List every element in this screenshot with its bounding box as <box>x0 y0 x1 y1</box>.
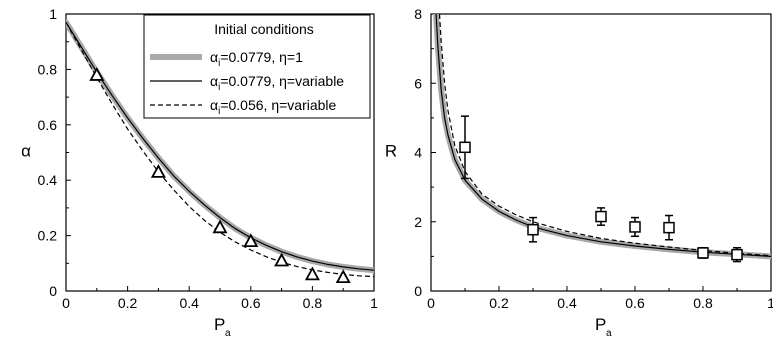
triangle-marker <box>274 252 290 267</box>
square-marker <box>663 221 675 234</box>
series-line-thin-solid <box>435 14 771 257</box>
x-tick-label: 0 <box>62 295 70 311</box>
triangle-marker <box>212 219 228 234</box>
triangle-marker <box>243 233 259 248</box>
x-tick-label: 0 <box>427 295 435 311</box>
y-tick-label: 6 <box>414 75 422 91</box>
plot-frame <box>430 13 772 292</box>
y-tick-label: 0 <box>49 283 57 299</box>
y-axis-label: R <box>385 142 397 161</box>
y-tick-label: 0.4 <box>38 172 58 188</box>
square-marker <box>527 223 539 236</box>
x-axis-label-subscript: a <box>225 328 231 337</box>
legend: Initial conditions αi=0.0779, η=1 αi=0.077… <box>143 14 371 119</box>
square-marker <box>697 247 709 259</box>
y-axis-label: α <box>21 142 31 161</box>
triangle-marker <box>335 269 351 284</box>
series-group <box>433 14 771 260</box>
y-tick-label: 2 <box>414 214 422 230</box>
legend-title: Initial conditions <box>214 21 314 37</box>
x-axis-label: P <box>595 315 606 334</box>
x-tick-label: 1 <box>370 295 378 311</box>
x-tick-label: 0.8 <box>303 295 323 311</box>
x-tick-label: 0.4 <box>179 295 199 311</box>
legend-entry-label: αi=0.0779, η=variable <box>210 73 344 93</box>
square-marker <box>459 141 471 154</box>
x-tick-label: 0.8 <box>693 295 713 311</box>
series-group <box>66 19 374 278</box>
triangle-marker <box>89 67 105 81</box>
square-marker <box>595 210 607 223</box>
square-marker <box>731 248 743 261</box>
x-tick-label: 1 <box>767 295 773 311</box>
legend-entry-label: αi=0.056, η=variable <box>210 97 337 117</box>
legend-entry-label: αi=0.0779, η=1 <box>210 49 303 69</box>
panel-right: 0 0.2 0.4 0.6 0.8 1 0 2 4 6 8 P a R <box>385 6 773 337</box>
triangle-marker <box>304 266 320 281</box>
x-tick-label: 0.2 <box>489 295 509 311</box>
square-marker <box>629 221 641 233</box>
panel-left: 0 0.2 0.4 0.6 0.8 1 0 0.2 0.4 0.6 0.8 1 P a α Initial c… <box>21 6 378 337</box>
y-tick-label: 0.2 <box>38 228 58 244</box>
x-axis-label: P <box>214 315 225 334</box>
y-tick-label: 0.8 <box>38 61 58 77</box>
y-tick-label: 4 <box>414 145 422 161</box>
y-tick-label: 0 <box>414 283 422 299</box>
legend-box <box>143 14 371 119</box>
y-tick-label: 0.6 <box>38 117 58 133</box>
x-tick-label: 0.6 <box>625 295 645 311</box>
x-axis-label-subscript: a <box>606 328 612 337</box>
y-tick-label: 8 <box>414 6 422 22</box>
y-tick-label: 1 <box>49 6 57 22</box>
series-line-thin-solid <box>66 21 374 271</box>
x-tick-label: 0.6 <box>241 295 261 311</box>
x-tick-label: 0.2 <box>118 295 138 311</box>
series-line-dashed <box>438 14 771 257</box>
triangle-marker <box>150 164 166 178</box>
x-tick-label: 0.4 <box>557 295 577 311</box>
